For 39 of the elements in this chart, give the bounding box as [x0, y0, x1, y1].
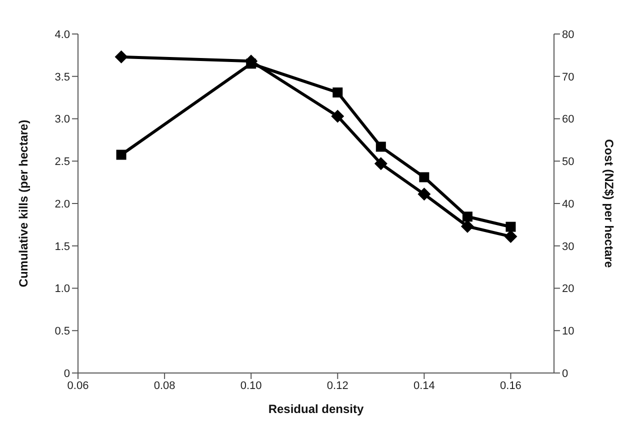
x-tick-label: 0.08	[154, 380, 176, 392]
y-tick-label: 3.5	[54, 71, 70, 84]
y-tick-label: 1.5	[54, 240, 70, 253]
point	[418, 188, 431, 201]
point	[376, 142, 386, 152]
x-tick-label: 0.06	[67, 380, 89, 392]
y2-tick-label: 60	[562, 114, 574, 126]
y2-axis-title: Cost (NZ$) per hectare	[602, 139, 616, 268]
y-tick-label: 3.0	[54, 114, 70, 126]
point	[504, 230, 518, 244]
x-tick-label: 0.14	[413, 380, 435, 392]
y-tick-label: 0	[64, 368, 70, 380]
x-axis-title: Residual density	[268, 402, 364, 416]
x-tick-label: 0.12	[326, 380, 348, 392]
y2-tick-label: 0	[562, 368, 568, 380]
point	[460, 220, 474, 233]
y2-tick-label: 30	[562, 240, 574, 253]
y2-tick-label: 10	[562, 326, 574, 338]
point	[506, 222, 516, 232]
y-tick-label: 1.0	[54, 283, 70, 296]
point	[116, 150, 126, 160]
y2-tick-label: 80	[562, 28, 574, 41]
y-tick-label: 0.5	[54, 326, 70, 338]
point	[114, 50, 128, 64]
point	[332, 87, 343, 98]
x-tick-label: 0.10	[240, 380, 262, 392]
y2-tick-label: 20	[562, 283, 574, 296]
y-tick-label: 2.0	[54, 198, 70, 210]
point	[331, 110, 344, 123]
x-tick-label: 0.16	[500, 380, 522, 392]
y-tick-label: 4.0	[54, 28, 70, 41]
y-axis-title: Cumulative kills (per hectare)	[16, 120, 30, 288]
y2-tick-label: 70	[562, 71, 574, 84]
y2-tick-label: 50	[562, 156, 574, 168]
point	[419, 172, 430, 182]
point	[462, 212, 472, 222]
point	[374, 157, 388, 170]
y2-tick-label: 40	[562, 198, 574, 210]
y-tick-label: 2.5	[54, 156, 70, 168]
